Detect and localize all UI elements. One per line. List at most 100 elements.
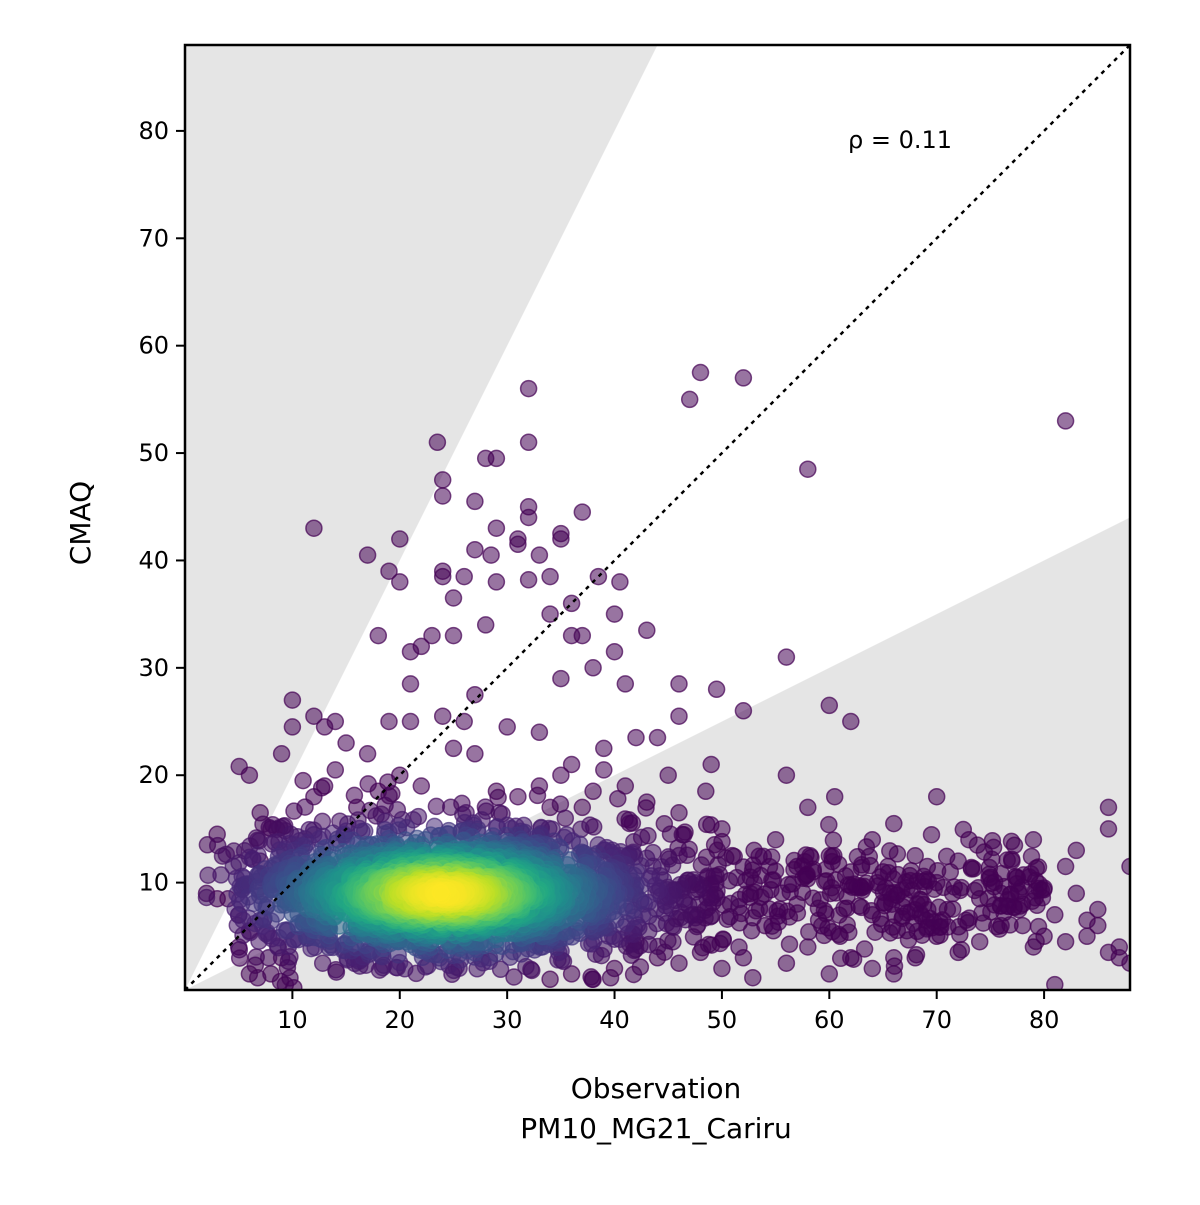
- data-point: [509, 787, 527, 806]
- y-tick-label: 70: [138, 224, 169, 252]
- data-point: [552, 669, 570, 688]
- data-point: [631, 958, 650, 976]
- data-point: [1029, 917, 1048, 936]
- y-tick-label: 30: [138, 654, 169, 682]
- x-axis-label: Observation: [571, 1072, 742, 1105]
- data-point: [697, 815, 716, 834]
- data-point: [691, 363, 710, 382]
- data-point: [573, 626, 592, 645]
- data-point: [885, 814, 903, 833]
- data-point: [718, 910, 736, 928]
- data-point: [605, 605, 624, 623]
- x-tick-label: 80: [1029, 1006, 1060, 1034]
- data-point: [466, 745, 484, 763]
- data-point: [230, 757, 248, 776]
- data-point: [498, 718, 516, 736]
- data-point: [780, 935, 799, 953]
- data-point: [283, 691, 302, 709]
- data-point: [620, 814, 639, 833]
- data-point: [707, 680, 726, 699]
- data-point: [433, 567, 452, 586]
- data-point: [601, 969, 620, 987]
- data-point: [519, 571, 538, 589]
- axes-frame: [183, 43, 1132, 992]
- data-point: [734, 369, 753, 387]
- x-tick-label: 30: [492, 1006, 523, 1034]
- data-point: [825, 787, 844, 806]
- data-point: [1046, 975, 1064, 990]
- data-point: [519, 379, 538, 398]
- data-point: [294, 771, 312, 790]
- data-point: [842, 712, 860, 731]
- x-tick-label: 40: [599, 1006, 630, 1034]
- data-point: [391, 573, 409, 591]
- data-point: [937, 847, 956, 866]
- data-point: [820, 696, 839, 715]
- data-point: [609, 789, 627, 808]
- data-point: [907, 945, 926, 964]
- data-point: [952, 941, 971, 959]
- data-point: [528, 786, 547, 805]
- data-point: [487, 449, 506, 468]
- data-point: [466, 540, 484, 559]
- data-point: [852, 858, 871, 877]
- data-point: [401, 712, 420, 731]
- data-point: [444, 739, 463, 758]
- data-point: [380, 562, 398, 580]
- data-point: [670, 804, 688, 822]
- data-point: [482, 546, 500, 564]
- data-point: [584, 782, 602, 801]
- x-tick-label: 10: [277, 1006, 308, 1034]
- one-to-one-line: [185, 45, 1130, 990]
- data-point: [509, 535, 527, 554]
- y-axis-label: CMAQ: [64, 481, 97, 565]
- data-point: [556, 809, 575, 827]
- data-point: [487, 573, 506, 591]
- x-axis-label-station: PM10_MG21_Cariru: [520, 1112, 791, 1145]
- data-point: [466, 492, 484, 511]
- data-point: [824, 831, 843, 850]
- data-point: [541, 605, 559, 623]
- data-point: [487, 519, 506, 537]
- data-point: [1121, 857, 1130, 876]
- data-point: [1056, 932, 1075, 951]
- data-point: [820, 965, 839, 983]
- data-point: [541, 567, 559, 586]
- data-point: [713, 959, 731, 978]
- y-tick-label: 20: [138, 761, 169, 789]
- data-point: [1067, 841, 1086, 860]
- data-point: [777, 766, 796, 784]
- data-point: [968, 836, 987, 854]
- data-point: [800, 923, 818, 941]
- data-point: [519, 508, 538, 527]
- data-point: [312, 779, 331, 797]
- data-point: [815, 872, 834, 891]
- data-point: [661, 825, 680, 843]
- y-tick-label: 50: [138, 439, 169, 467]
- data-point: [272, 745, 291, 763]
- data-point: [799, 798, 817, 817]
- data-point: [616, 675, 635, 693]
- data-point: [433, 487, 452, 505]
- data-point: [799, 938, 817, 956]
- data-point: [734, 702, 753, 720]
- x-tick-label: 50: [707, 1006, 738, 1034]
- data-point: [582, 968, 600, 986]
- data-point: [659, 766, 677, 784]
- data-point: [1110, 938, 1129, 956]
- data-point: [433, 471, 452, 489]
- data-point: [922, 825, 941, 844]
- data-point: [777, 954, 796, 972]
- data-point: [455, 712, 473, 731]
- data-point: [369, 626, 388, 645]
- data-point: [785, 860, 803, 879]
- data-point: [423, 626, 441, 645]
- points-layer: [197, 363, 1130, 990]
- data-point: [670, 954, 688, 972]
- data-point: [670, 707, 688, 725]
- data-point: [584, 659, 602, 677]
- data-point: [428, 433, 447, 452]
- data-point: [962, 860, 981, 878]
- data-point: [744, 968, 762, 987]
